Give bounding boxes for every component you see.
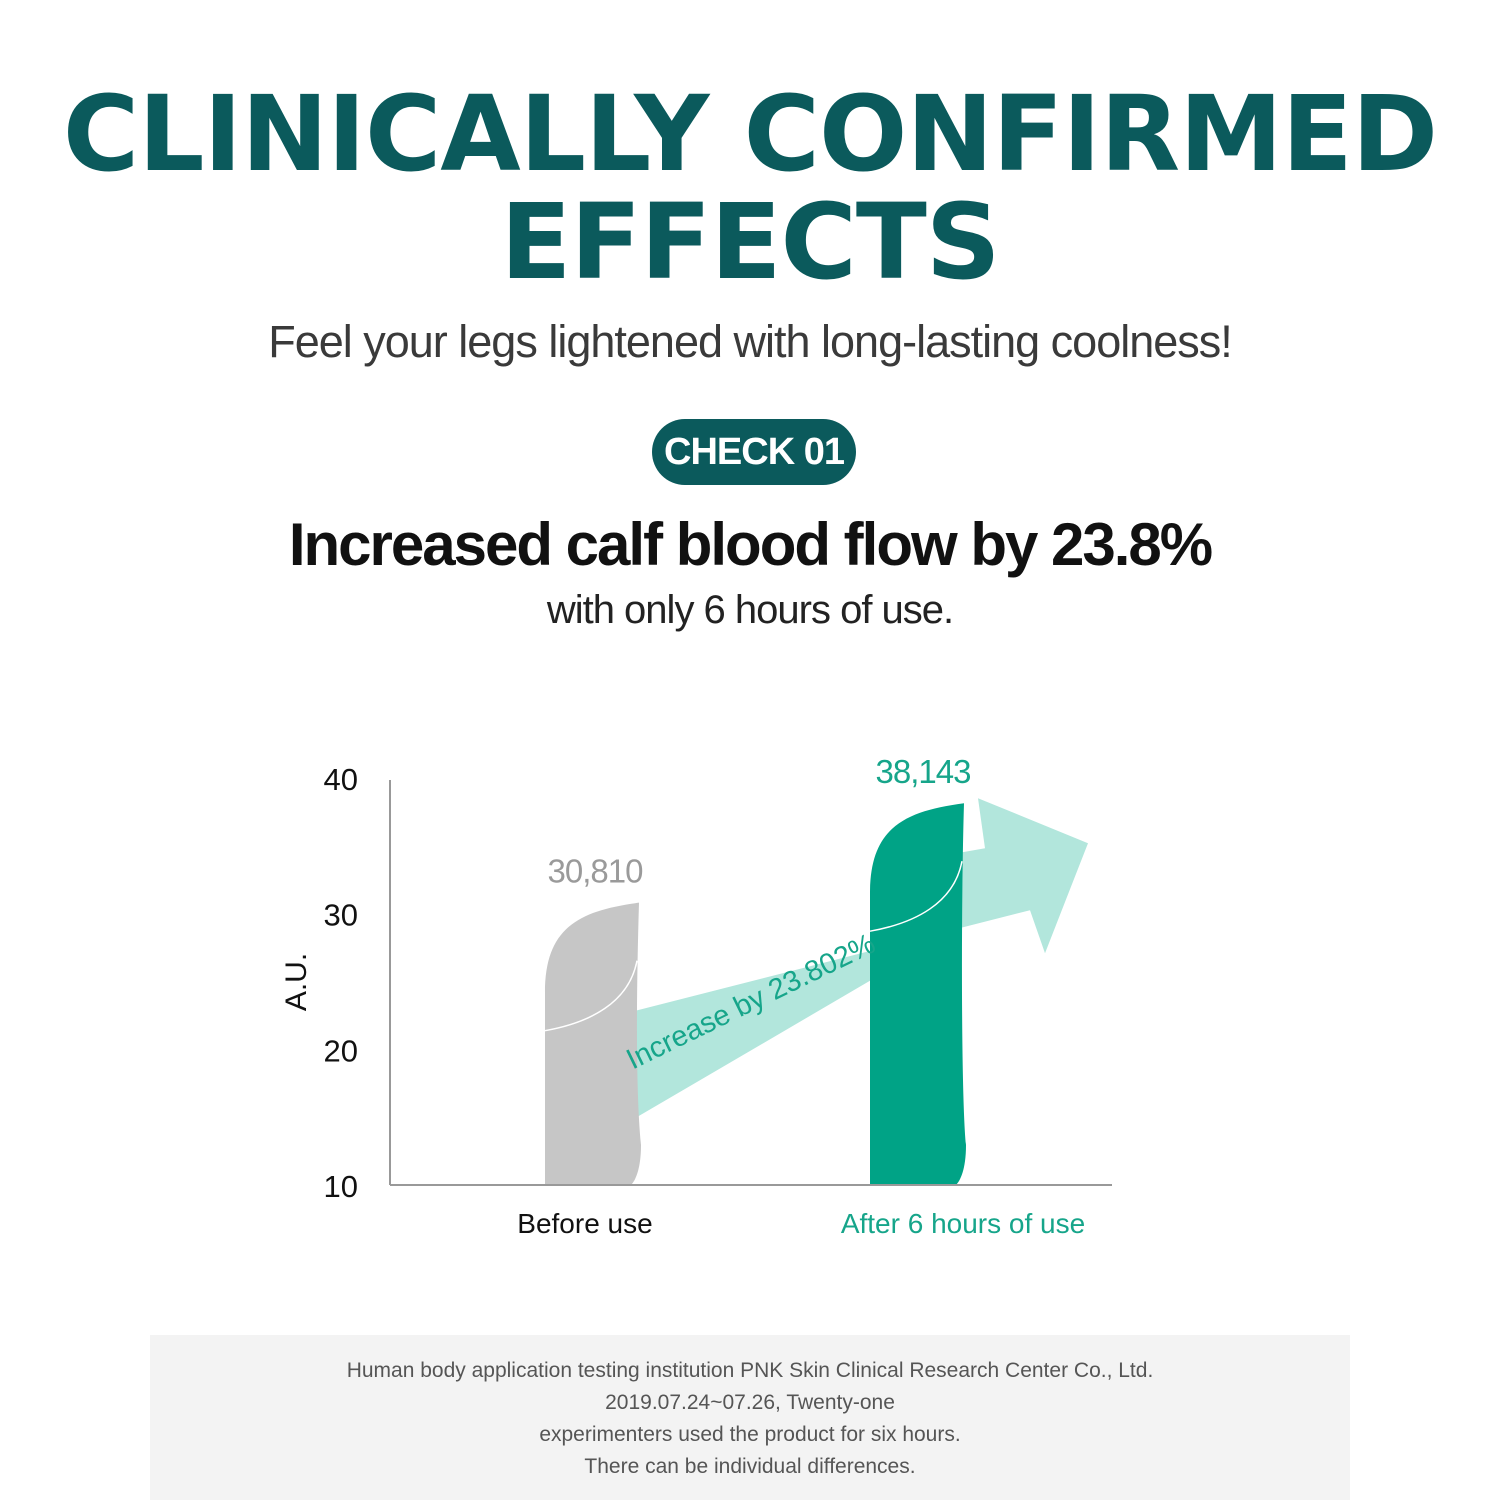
blood-flow-chart: 10 20 30 40 A.U. Increase by 23.802% 30,810…	[280, 753, 1112, 1239]
tagline: Feel your legs lightened with long-lasti…	[268, 316, 1233, 367]
bar-after-use	[870, 803, 966, 1185]
footnote-line: experimenters used the product for six h…	[539, 1423, 961, 1446]
increase-arrow	[636, 798, 1088, 1118]
headline-line-1: CLINICALLY CONFIRMED	[62, 73, 1438, 195]
bar-before-use	[545, 902, 641, 1185]
footnote-line: Human body application testing instituti…	[346, 1359, 1154, 1382]
y-tick-label: 30	[324, 898, 358, 933]
y-tick-label: 20	[324, 1033, 358, 1068]
check-badge: CHECK 01	[652, 419, 856, 485]
footnote-line: 2019.07.24~07.26, Twenty-one	[605, 1391, 895, 1414]
category-label: After 6 hours of use	[841, 1208, 1085, 1239]
y-axis-label: A.U.	[280, 953, 313, 1011]
claim-heading: Increased calf blood flow by 23.8%	[288, 511, 1213, 578]
value-label: 38,143	[876, 753, 971, 790]
category-label: Before use	[517, 1208, 652, 1239]
y-tick-label: 40	[324, 762, 358, 797]
y-tick-label: 10	[324, 1169, 358, 1204]
bar-highlight	[544, 960, 638, 1032]
headline-line-2: EFFECTS	[500, 181, 1000, 303]
annotation-label: Increase by 23.802%	[622, 928, 881, 1076]
study-footnote: Human body application testing instituti…	[150, 1335, 1350, 1500]
bar-highlight	[869, 861, 963, 932]
claim-subheading: with only 6 hours of use.	[546, 588, 954, 632]
value-label: 30,810	[548, 853, 644, 890]
footnote-line: There can be individual differences.	[584, 1455, 916, 1478]
